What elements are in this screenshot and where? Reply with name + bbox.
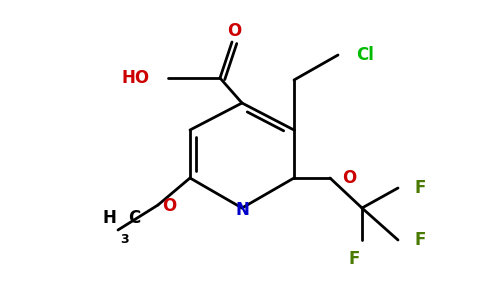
Text: 3: 3 [120,233,129,246]
Text: Cl: Cl [356,46,374,64]
Text: N: N [235,201,249,219]
Text: F: F [348,250,360,268]
Text: F: F [414,179,425,197]
Text: H: H [102,209,116,227]
Text: O: O [227,22,241,40]
Text: C: C [128,209,140,227]
Text: O: O [162,197,176,215]
Text: O: O [342,169,356,187]
Text: F: F [414,231,425,249]
Text: HO: HO [122,69,150,87]
